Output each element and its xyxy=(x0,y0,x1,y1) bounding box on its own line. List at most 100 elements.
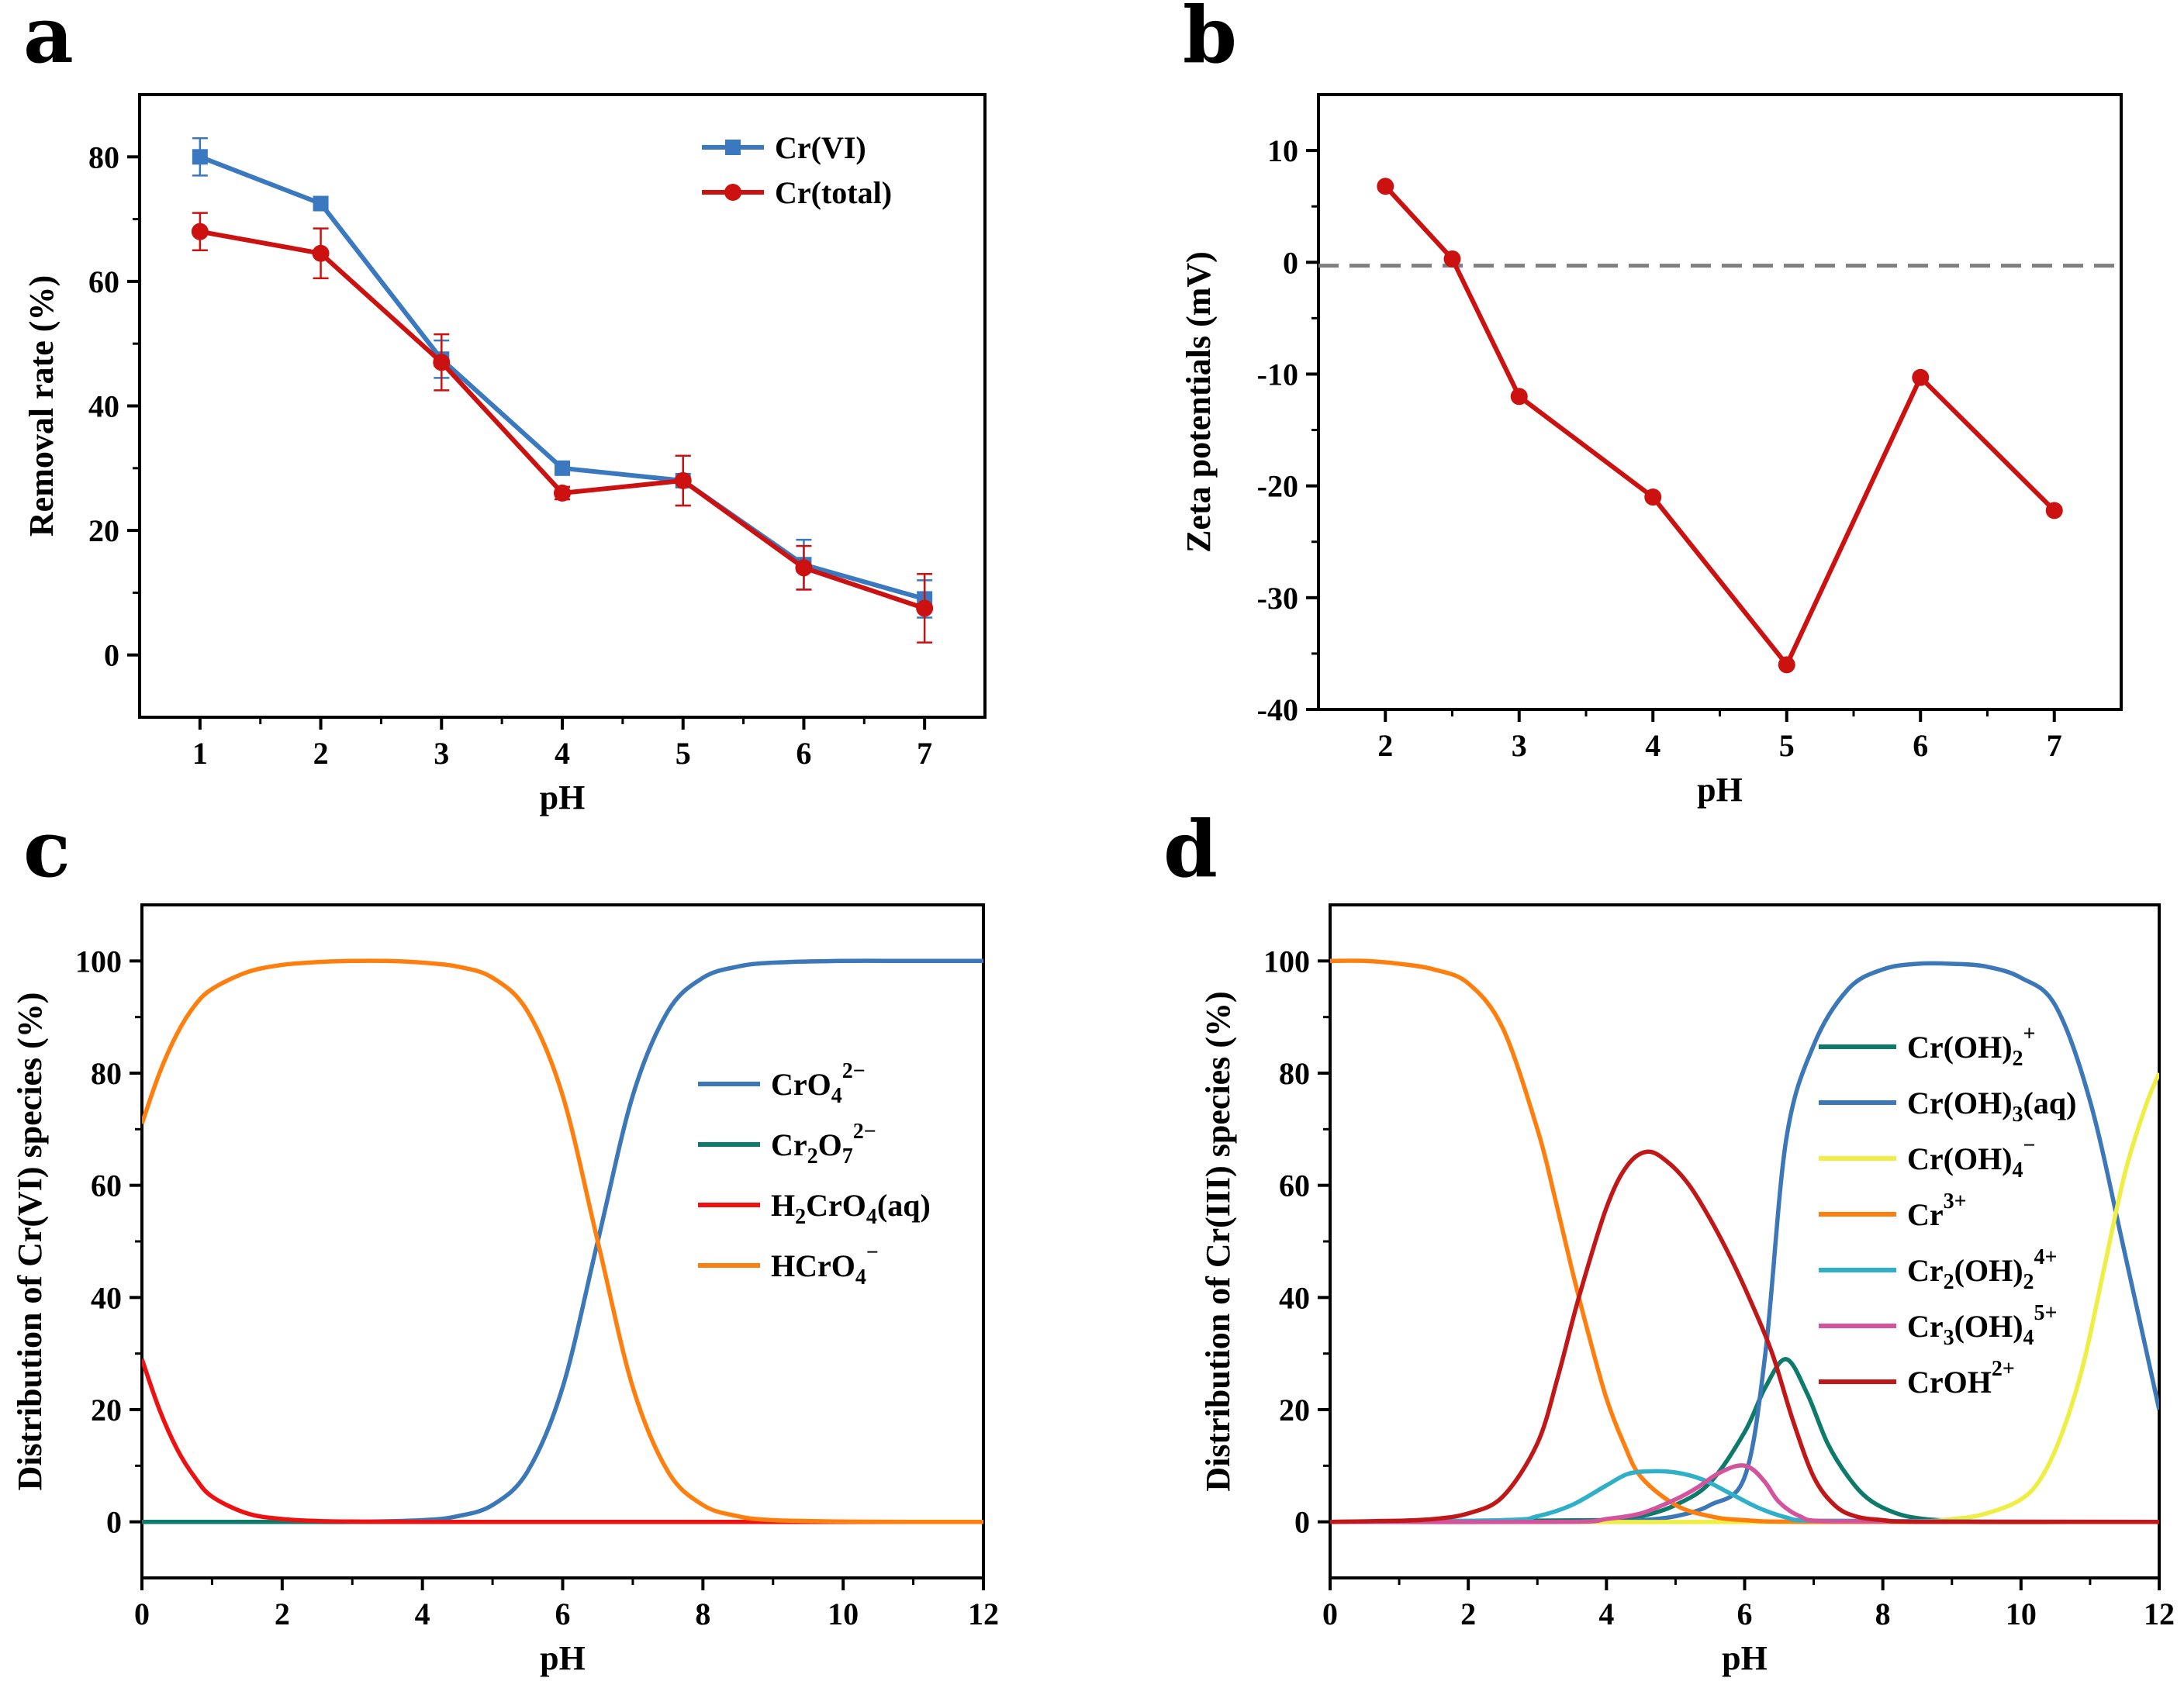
series-d-1 xyxy=(1330,961,2159,1524)
x-tick-label: 4 xyxy=(555,736,570,771)
x-tick-label: 5 xyxy=(1779,728,1795,763)
x-tick-label: 5 xyxy=(676,736,691,771)
data-point xyxy=(312,244,330,262)
x-tick-label: 10 xyxy=(828,1597,859,1631)
plot-frame xyxy=(1317,93,2123,711)
legend-label: CrO42− xyxy=(771,1059,866,1108)
series-line xyxy=(142,1358,983,1524)
y-tick-label: 0 xyxy=(104,638,119,673)
data-point xyxy=(192,149,208,165)
y-tick-label: 20 xyxy=(1279,1393,1310,1427)
data-point xyxy=(795,559,813,577)
series-d-6 xyxy=(1330,1149,2159,1524)
legend-marker xyxy=(724,184,741,201)
data-point xyxy=(433,354,451,371)
x-tick-label: 1 xyxy=(192,736,208,771)
x-tick-label: 2 xyxy=(313,736,329,771)
y-tick-label: 40 xyxy=(88,389,119,424)
y-tick-label: 60 xyxy=(88,264,119,299)
series-d-3 xyxy=(1330,958,2159,1524)
x-tick-label: 6 xyxy=(796,736,811,771)
legend-marker xyxy=(725,140,741,155)
data-point xyxy=(674,471,692,489)
series-c-3 xyxy=(142,958,983,1524)
x-tick-label: 4 xyxy=(415,1597,430,1631)
y-tick-label: 20 xyxy=(88,513,119,548)
x-tick-label: 10 xyxy=(2006,1597,2037,1631)
x-tick-label: 8 xyxy=(1875,1597,1891,1631)
y-tick-label: 0 xyxy=(1294,1505,1310,1540)
data-point xyxy=(191,223,209,240)
data-point xyxy=(1510,388,1528,406)
legend-label: H2CrO4(aq) xyxy=(771,1188,931,1229)
y-tick-label: 40 xyxy=(91,1280,122,1315)
data-point xyxy=(554,484,571,502)
x-axis-label: pH xyxy=(540,1639,586,1677)
chart-panel-d: 0 2 4 6 8 10 12 0 20 40 60 80 100 pH Distribution of C… xyxy=(1199,903,2175,1677)
series-line xyxy=(1384,185,2056,668)
data-point xyxy=(1443,250,1461,268)
x-axis-label: pH xyxy=(540,778,586,816)
series-a-1 xyxy=(191,212,934,644)
chart-panel-a: 1 2 3 4 5 6 7 0 20 40 60 80 pH Removal rate (%) Cr(VI)… xyxy=(22,93,987,816)
series-c-2 xyxy=(142,1358,983,1524)
legend-label: Cr(OH)2+ xyxy=(1907,1022,2035,1071)
legend-label: CrOH2+ xyxy=(1907,1357,2015,1400)
x-tick-label: 6 xyxy=(555,1597,571,1631)
y-tick-label: 0 xyxy=(1283,245,1298,280)
y-axis-label: Zeta potentials (mV) xyxy=(1180,251,1218,553)
y-tick-label: 60 xyxy=(91,1169,122,1203)
x-axis-label: pH xyxy=(1722,1639,1768,1677)
y-tick-label: 10 xyxy=(1267,133,1298,168)
chart-panel-b: 2 3 4 5 6 7 -40 -30 -20 -10 0 10 pH Zeta potentials (… xyxy=(1180,93,2123,809)
legend-label: Cr(VI) xyxy=(775,130,866,165)
legend-label: Cr(OH)4− xyxy=(1907,1134,2035,1182)
legend-label: HCrO4− xyxy=(771,1241,879,1289)
y-tick-label: 0 xyxy=(106,1505,122,1540)
x-tick-label: 8 xyxy=(695,1597,710,1631)
panel-letter-b: b xyxy=(1183,0,1237,81)
x-tick-label: 0 xyxy=(134,1597,150,1631)
x-tick-label: 4 xyxy=(1598,1597,1614,1631)
data-point xyxy=(916,599,934,617)
data-point xyxy=(1778,656,1795,674)
y-axis-label: Distribution of Cr(III) species (%) xyxy=(1199,991,1237,1491)
data-point xyxy=(2045,502,2063,520)
y-tick-label: 80 xyxy=(88,140,119,174)
data-point xyxy=(1644,488,1662,506)
panel-letter-c: c xyxy=(23,803,71,895)
y-axis-label: Removal rate (%) xyxy=(22,275,60,537)
x-tick-label: 0 xyxy=(1322,1597,1338,1631)
x-axis-label: pH xyxy=(1697,771,1743,809)
series-line xyxy=(1330,1463,2159,1524)
series-d-0 xyxy=(1330,1357,2159,1524)
y-tick-label: -40 xyxy=(1257,692,1298,727)
y-tick-label: 80 xyxy=(91,1056,122,1091)
series-line xyxy=(142,958,983,1524)
series-line xyxy=(1330,961,2159,1524)
y-tick-label: 100 xyxy=(1263,944,1310,979)
legend-label: Cr2O72− xyxy=(771,1120,876,1169)
y-tick-label: 100 xyxy=(75,944,122,979)
panel-letter-d: d xyxy=(1163,803,1218,895)
x-tick-label: 7 xyxy=(917,736,932,771)
x-tick-label: 4 xyxy=(1645,728,1660,763)
data-point xyxy=(1912,368,1930,386)
series-c-0 xyxy=(142,958,983,1524)
legend-label: Cr2(OH)24+ xyxy=(1907,1245,2057,1294)
series-line xyxy=(199,154,925,602)
y-axis-label: Distribution of Cr(VI) species (%) xyxy=(11,992,49,1491)
series-d-5 xyxy=(1330,1463,2159,1524)
chart-panel-c: 0 2 4 6 8 10 12 0 20 40 60 80 100 pH Distribution of C… xyxy=(11,903,999,1677)
x-tick-label: 6 xyxy=(1913,728,1928,763)
plot-frame xyxy=(140,903,985,1579)
series-line xyxy=(1330,1149,2159,1524)
series-line xyxy=(199,229,926,611)
series-b-0 xyxy=(1377,178,2063,674)
x-tick-label: 3 xyxy=(434,736,449,771)
legend: Cr(OH)2+ Cr(OH)3(aq) Cr(OH)4− Cr3+ Cr2(OH)24… xyxy=(1819,1022,2076,1400)
legend-label: Cr(total) xyxy=(775,175,892,210)
y-tick-label: 20 xyxy=(91,1393,122,1427)
x-tick-label: 2 xyxy=(275,1597,290,1631)
